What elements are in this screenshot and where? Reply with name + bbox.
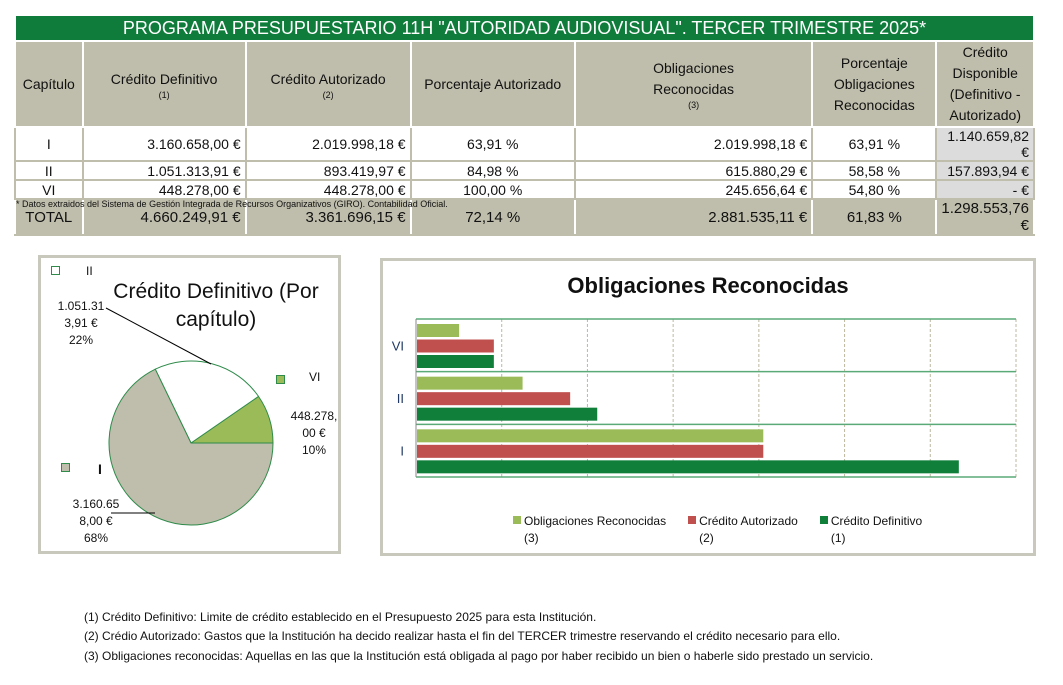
total-cell: TOTAL — [14, 198, 84, 236]
pie-slice-I — [108, 368, 274, 526]
pie-data-label: 1.051.313,91 € 22% — [56, 298, 106, 349]
category-label: VI — [392, 338, 404, 353]
legend-swatch — [688, 516, 697, 524]
header-credito-definitivo: Crédito Definitivo (1) — [81, 40, 247, 128]
bar-legend: Obligaciones Reconocidas (3) Crédito Autor… — [513, 513, 922, 547]
pie-data-label: 3.160.658,00 € 68% — [71, 496, 121, 547]
pie-value: 3.160.658,00 € — [72, 497, 120, 528]
bar-crédito-definitivo-II — [417, 407, 598, 421]
table-cell: 1.140.659,82 € — [935, 126, 1035, 162]
bar-crédito-autorizado-VI — [417, 339, 494, 353]
table-row: II 1.051.313,91 €893.419,97 €84,98 % 615.8… — [14, 160, 1035, 181]
table-cell: 157.893,94 € — [935, 160, 1035, 181]
table-cell: 448.278,00 € — [244, 179, 412, 200]
table-cell: 100,00 % — [409, 179, 576, 200]
header-porcentaje-obligaciones: Porcentaje Obligaciones Reconocidas — [811, 40, 938, 128]
legend-swatch — [819, 516, 828, 524]
table-cell: - € — [935, 179, 1035, 200]
pie-legend-marker — [61, 463, 70, 472]
pie-data-label: 448.278,00 € 10% — [289, 408, 339, 459]
table-cell: 58,58 % — [811, 160, 938, 181]
bar-crédito-definitivo-I — [417, 460, 959, 474]
pie-chart-panel: Crédito Definitivo (Por capítulo) VI 448.… — [38, 255, 341, 554]
header-obligaciones: Obligaciones Reconocidas (3) — [573, 40, 814, 128]
bar-obligaciones-reconocidas-II — [417, 376, 523, 390]
pie-legend-marker — [51, 266, 60, 275]
pie-legend-label: VI — [309, 370, 321, 384]
table-cell: I — [14, 126, 84, 162]
legend-label: Crédito Definitivo (1) — [830, 514, 923, 545]
table-cell: VI — [14, 179, 84, 200]
leader-line-II — [105, 307, 212, 365]
table-cell: 2.019.998,18 € — [244, 126, 412, 162]
budget-table: PROGRAMA PRESUPUESTARIO 11H "AUTORIDAD A… — [14, 14, 1035, 236]
table-row: VI 448.278,00 €448.278,00 €100,00 % 245.65… — [14, 179, 1035, 200]
pie-percent: 68% — [83, 531, 109, 545]
table-cell: 1.051.313,91 € — [81, 160, 247, 181]
legend-item: Obligaciones Reconocidas (3) — [513, 513, 666, 547]
table-cell: 3.160.658,00 € — [81, 126, 247, 162]
footnote-1: (1) Crédito Definitivo: Limite de crédit… — [84, 610, 597, 624]
pie-legend-label: II — [86, 264, 93, 278]
header-porcentaje-autorizado: Porcentaje Autorizado — [409, 40, 576, 128]
category-label: II — [397, 391, 404, 406]
legend-swatch — [513, 516, 521, 524]
pie-percent: 10% — [301, 443, 327, 457]
footnote-3: (3) Obligaciones reconocidas: Aquellas e… — [84, 649, 874, 663]
table-row: I 3.160.658,00 €2.019.998,18 €63,91 % 2.01… — [14, 126, 1035, 162]
table-cell: II — [14, 160, 84, 181]
total-cell: 1.298.553,76 € — [935, 198, 1035, 236]
bar-crédito-autorizado-II — [417, 392, 571, 406]
header-capitulo: Capítulo — [14, 40, 84, 128]
table-cell: 893.419,97 € — [244, 160, 412, 181]
table-cell: 63,91 % — [811, 126, 938, 162]
bar-crédito-autorizado-I — [417, 444, 764, 458]
total-cell: 72,14 % — [409, 198, 576, 236]
table-cell: 615.880,29 € — [573, 160, 814, 181]
total-cell: 4.660.249,91 € — [81, 198, 247, 236]
header-credito-disponible: Crédito Disponible (Definitivo - Autoriz… — [935, 40, 1035, 128]
table-cell: 54,80 % — [811, 179, 938, 200]
pie-legend-label: I — [98, 461, 102, 477]
pie-chart — [105, 307, 274, 526]
pie-value: 1.051.313,91 € — [57, 299, 105, 330]
pie-percent: 22% — [68, 333, 94, 347]
table-cell: 63,91 % — [409, 126, 576, 162]
bar-obligaciones-reconocidas-I — [417, 429, 764, 443]
table-note: * Datos extraidos del Sistema de Gestión… — [16, 199, 448, 209]
legend-item: Crédito Autorizado (2) — [688, 513, 798, 547]
legend-item: Crédito Definitivo (1) — [819, 513, 923, 547]
total-cell: 2.881.535,11 € — [573, 198, 814, 236]
pie-legend-marker — [276, 375, 285, 384]
total-cell: 61,83 % — [811, 198, 938, 236]
footnote-2: (2) Crédio Autorizado: Gastos que la Ins… — [84, 629, 841, 643]
table-title: PROGRAMA PRESUPUESTARIO 11H "AUTORIDAD A… — [14, 14, 1035, 42]
table-cell: 245.656,64 € — [573, 179, 814, 200]
category-label: I — [400, 444, 404, 459]
table-cell: 84,98 % — [409, 160, 576, 181]
bar-obligaciones-reconocidas-VI — [417, 324, 460, 337]
pie-slice-II — [154, 360, 260, 444]
header-credito-autorizado: Crédito Autorizado (2) — [244, 40, 412, 128]
legend-label: Crédito Autorizado (2) — [699, 514, 798, 545]
bar-crédito-definitivo-VI — [417, 355, 494, 368]
total-cell: 3.361.696,15 € — [244, 198, 412, 236]
table-cell: 2.019.998,18 € — [573, 126, 814, 162]
bar-title: Obligaciones Reconocidas — [567, 273, 849, 298]
pie-value: 448.278,00 € — [290, 409, 338, 440]
pie-title: Crédito Definitivo (Por capítulo) — [113, 280, 319, 331]
legend-label: Obligaciones Reconocidas (3) — [524, 514, 667, 545]
table-cell: 448.278,00 € — [81, 179, 247, 200]
bar-chart-panel: Obligaciones Reconocidas VI II I Obligacio… — [380, 258, 1036, 556]
total-row: TOTAL 4.660.249,91 €3.361.696,15 €72,14 %… — [14, 198, 1035, 236]
